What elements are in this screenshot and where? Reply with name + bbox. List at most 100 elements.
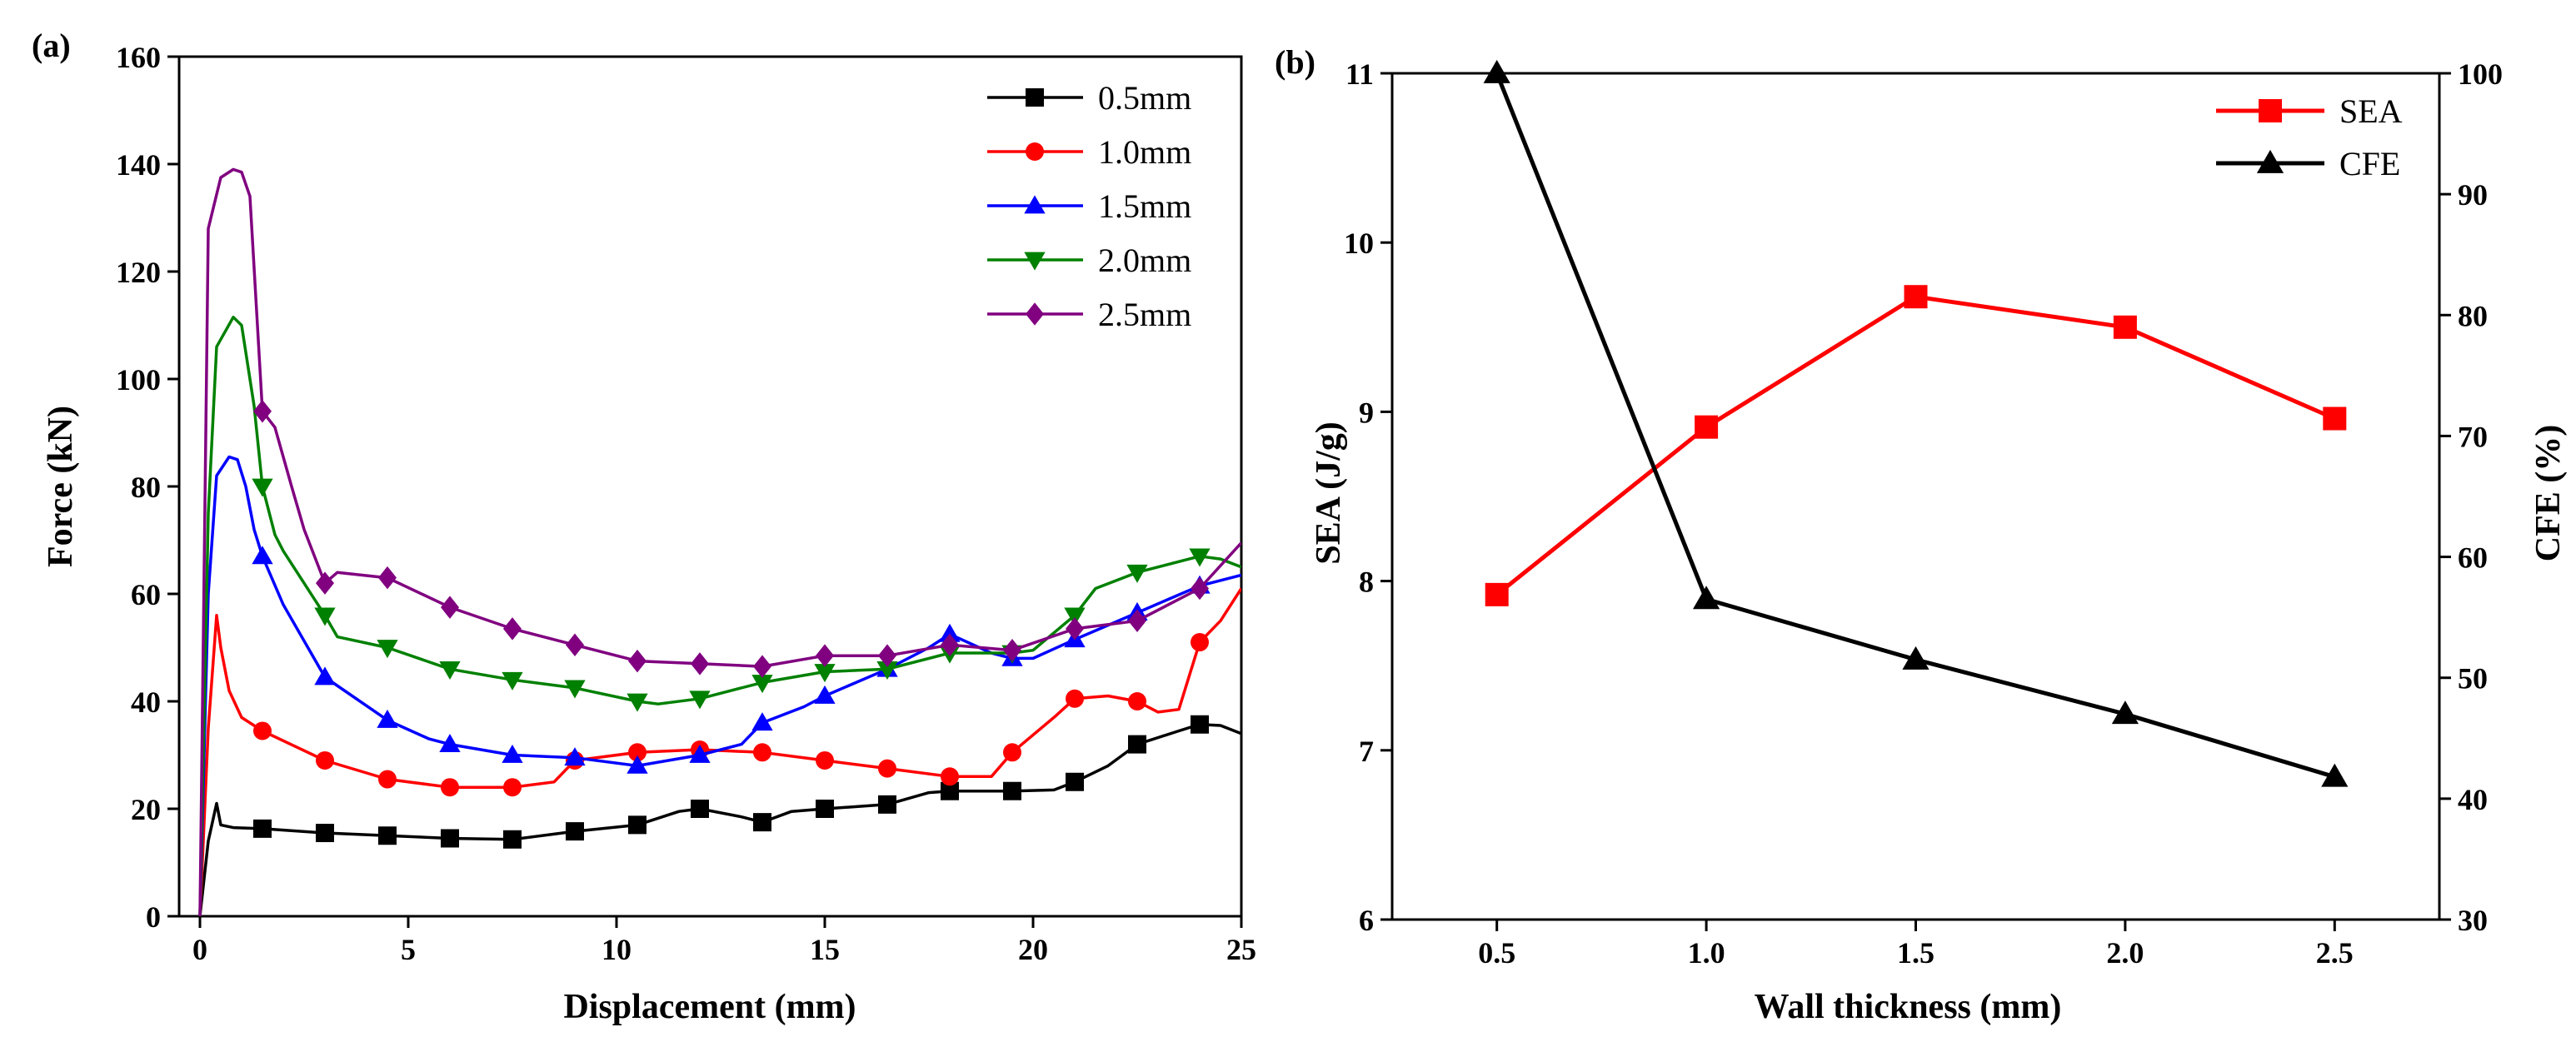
y-tick-label-a: 0: [146, 900, 161, 934]
data-point-2.0mm: [252, 478, 273, 497]
y-tick-label-a: 60: [131, 578, 161, 611]
y-tick-label-b: 6: [1359, 904, 1374, 937]
data-point-CFE: [1483, 59, 1510, 83]
x-tick-label-b: 2.5: [2316, 936, 2354, 970]
series-line-1.5mm: [198, 455, 1241, 916]
legend-marker-CFE: [2256, 149, 2284, 173]
data-point-CFE: [1902, 646, 1930, 670]
data-point-2.0mm: [876, 661, 898, 680]
legend-label-1.5mm: 1.5mm: [1098, 187, 1191, 225]
series-2.5mm: [198, 167, 1241, 916]
data-point-1.0mm: [503, 778, 522, 797]
data-point-0.5mm: [316, 824, 334, 843]
data-point-SEA: [1904, 285, 1928, 309]
data-point-0.5mm: [503, 830, 522, 849]
legend-label-1.0mm: 1.0mm: [1098, 133, 1191, 171]
legend-label-CFE: CFE: [2339, 145, 2400, 182]
x-tick-label-a: 15: [810, 933, 840, 966]
y-tick-label-b: 10: [1344, 227, 1374, 260]
legend-marker-SEA: [2259, 99, 2282, 122]
data-point-2.5mm: [253, 399, 272, 423]
x-tick-label-b: 0.5: [1478, 936, 1515, 970]
data-point-1.0mm: [1066, 689, 1084, 708]
data-point-2.0mm: [314, 607, 336, 626]
data-point-1.5mm: [502, 744, 523, 763]
data-point-2.5mm: [503, 617, 522, 641]
legend-marker-2.5mm: [1026, 302, 1044, 326]
y-tick-label-b: 9: [1359, 396, 1374, 429]
series-line-CFE: [1495, 72, 2336, 780]
data-point-0.5mm: [878, 795, 896, 814]
data-point-SEA: [1695, 415, 1719, 439]
x-axis-label-a: Displacement (mm): [563, 988, 856, 1026]
y2-tick-label-b: 60: [2458, 541, 2488, 575]
x-tick-label-b: 2.0: [2106, 936, 2144, 970]
data-point-2.0mm: [1189, 548, 1211, 567]
data-point-0.5mm: [816, 800, 834, 818]
legend-marker-2.0mm: [1024, 252, 1046, 271]
y2-tick-label-b: 40: [2458, 783, 2488, 816]
data-point-2.5mm: [378, 566, 397, 590]
data-point-1.0mm: [378, 770, 397, 789]
data-point-1.0mm: [1191, 633, 1209, 652]
data-point-2.5mm: [1191, 576, 1209, 601]
data-point-CFE: [1693, 586, 1720, 610]
y-axis-label-a: Force (kN): [42, 406, 80, 567]
data-point-0.5mm: [253, 819, 272, 838]
data-point-1.0mm: [628, 743, 646, 762]
series-line-0.5mm: [198, 722, 1241, 916]
x-tick-label-a: 0: [192, 933, 207, 966]
series-CFE: [1483, 59, 2349, 787]
data-point-1.5mm: [814, 685, 836, 704]
legend-label-SEA: SEA: [2339, 92, 2403, 130]
legend-label-2.5mm: 2.5mm: [1098, 296, 1191, 333]
data-point-1.5mm: [314, 666, 336, 686]
data-point-2.5mm: [691, 652, 709, 676]
legend-marker-0.5mm: [1026, 88, 1044, 107]
data-point-2.0mm: [627, 693, 648, 712]
data-point-1.0mm: [1128, 692, 1146, 710]
y2-tick-label-b: 80: [2458, 299, 2488, 332]
panel-a: 0 20 40 60 80 100 120 140 160 0 5 10 15 20 25 Displacem…: [32, 27, 1256, 1026]
data-point-2.5mm: [753, 655, 771, 678]
data-point-1.5mm: [252, 546, 273, 565]
x-tick-label-a: 25: [1226, 933, 1256, 966]
series-0.5mm: [198, 715, 1241, 916]
data-point-0.5mm: [941, 781, 959, 800]
data-point-1.0mm: [753, 743, 771, 762]
series-line-SEA: [1495, 294, 2336, 596]
data-point-1.0mm: [941, 767, 959, 786]
x-tick-label-a: 20: [1018, 933, 1048, 966]
y-tick-label-a: 120: [116, 256, 161, 289]
data-point-1.0mm: [253, 721, 272, 740]
data-point-2.0mm: [439, 661, 461, 680]
data-point-0.5mm: [628, 815, 646, 835]
data-point-2.5mm: [1128, 609, 1146, 632]
data-point-1.0mm: [816, 750, 834, 770]
data-point-1.5mm: [627, 755, 648, 774]
data-point-1.5mm: [377, 709, 398, 728]
data-point-2.0mm: [502, 671, 523, 691]
data-point-0.5mm: [378, 826, 397, 845]
panel-label-a: (a): [32, 27, 71, 64]
data-point-1.0mm: [1003, 743, 1021, 762]
y-tick-label-b: 7: [1359, 735, 1374, 768]
y2-axis-label-b: CFE (%): [2529, 425, 2568, 561]
legend-a: 0.5mm 1.0mm 1.5mm 2.0mm 2.5mm: [987, 79, 1191, 333]
y-tick-label-b: 8: [1359, 566, 1374, 599]
data-point-SEA: [2113, 315, 2137, 339]
data-point-2.5mm: [441, 596, 459, 619]
data-point-1.5mm: [689, 744, 711, 763]
x-axis-label-b: Wall thickness (mm): [1755, 988, 2062, 1026]
y-tick-label-a: 100: [116, 363, 161, 396]
data-point-2.0mm: [1126, 564, 1148, 583]
data-point-CFE: [2111, 701, 2139, 725]
y-tick-label-a: 160: [116, 41, 161, 74]
x-tick-label-a: 10: [602, 933, 632, 966]
data-point-2.0mm: [564, 680, 586, 699]
data-point-2.5mm: [878, 644, 896, 667]
data-point-2.5mm: [941, 633, 959, 657]
data-point-1.5mm: [439, 733, 461, 752]
y-axis-label-b: SEA (J/g): [1310, 421, 1348, 565]
